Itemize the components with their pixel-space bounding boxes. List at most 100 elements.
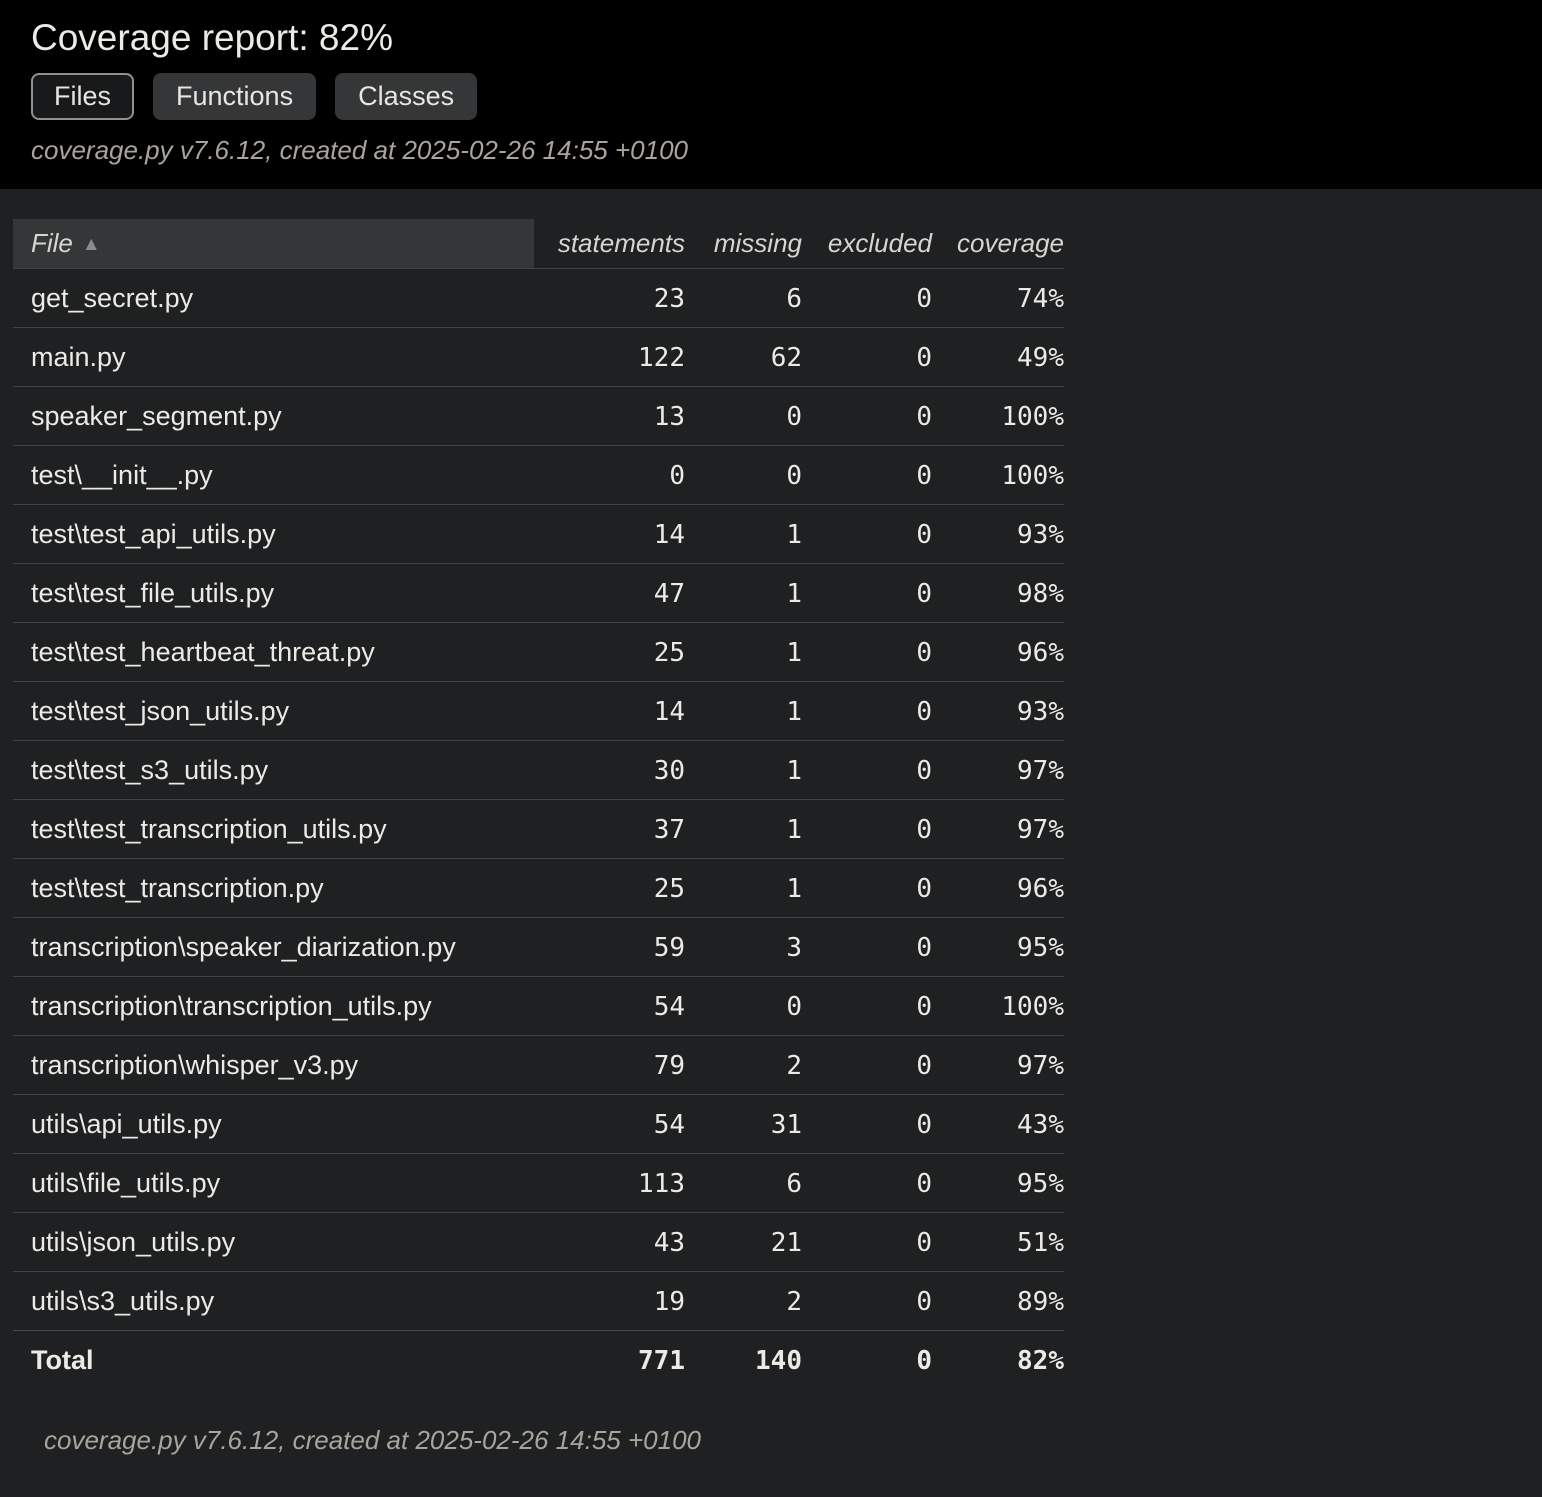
cell-file[interactable]: test\test_transcription_utils.py <box>13 799 534 859</box>
cell-excluded: 0 <box>802 1212 932 1272</box>
cell-file[interactable]: main.py <box>13 327 534 387</box>
total-excluded: 0 <box>802 1330 932 1389</box>
cell-missing: 31 <box>685 1094 802 1154</box>
column-header-file-label: File <box>31 228 73 258</box>
sort-ascending-icon: ▲ <box>81 234 101 255</box>
cell-coverage: 98% <box>932 563 1064 623</box>
page-header: Coverage report: 82% Files Functions Cla… <box>0 0 1542 189</box>
cell-statements: 14 <box>534 504 685 564</box>
cell-missing: 3 <box>685 917 802 977</box>
cell-excluded: 0 <box>802 268 932 328</box>
column-header-excluded[interactable]: excluded <box>827 228 932 258</box>
table-row: utils\api_utils.py 54 31 0 43% <box>13 1094 1064 1154</box>
cell-missing: 1 <box>685 622 802 682</box>
total-statements: 771 <box>534 1330 685 1389</box>
table-row: transcription\whisper_v3.py 79 2 0 97% <box>13 1035 1064 1095</box>
cell-missing: 21 <box>685 1212 802 1272</box>
cell-coverage: 100% <box>932 976 1064 1036</box>
cell-file[interactable]: utils\file_utils.py <box>13 1153 534 1213</box>
cell-file[interactable]: get_secret.py <box>13 268 534 328</box>
cell-missing: 1 <box>685 504 802 564</box>
cell-file[interactable]: test\test_s3_utils.py <box>13 740 534 800</box>
cell-excluded: 0 <box>802 1035 932 1095</box>
cell-statements: 19 <box>534 1271 685 1331</box>
cell-file[interactable]: utils\s3_utils.py <box>13 1271 534 1331</box>
cell-file[interactable]: test\test_json_utils.py <box>13 681 534 741</box>
table-row: utils\s3_utils.py 19 2 0 89% <box>13 1271 1064 1331</box>
table-row: test\test_transcription_utils.py 37 1 0 97% <box>13 799 1064 859</box>
cell-file[interactable]: test\__init__.py <box>13 445 534 505</box>
cell-excluded: 0 <box>802 740 932 800</box>
cell-coverage: 96% <box>932 622 1064 682</box>
cell-excluded: 0 <box>802 1153 932 1213</box>
cell-excluded: 0 <box>802 622 932 682</box>
cell-coverage: 51% <box>932 1212 1064 1272</box>
cell-statements: 0 <box>534 445 685 505</box>
table-row: test\test_api_utils.py 14 1 0 93% <box>13 504 1064 564</box>
cell-statements: 79 <box>534 1035 685 1095</box>
cell-missing: 0 <box>685 976 802 1036</box>
table-row: main.py 122 62 0 49% <box>13 327 1064 387</box>
table-row: test\test_json_utils.py 14 1 0 93% <box>13 681 1064 741</box>
cell-missing: 2 <box>685 1271 802 1331</box>
cell-file[interactable]: test\test_file_utils.py <box>13 563 534 623</box>
cell-file[interactable]: test\test_heartbeat_threat.py <box>13 622 534 682</box>
cell-missing: 1 <box>685 799 802 859</box>
cell-file[interactable]: utils\json_utils.py <box>13 1212 534 1272</box>
table-row: get_secret.py 23 6 0 74% <box>13 268 1064 328</box>
cell-statements: 47 <box>534 563 685 623</box>
classes-button[interactable]: Classes <box>335 73 478 120</box>
table-row: test\test_heartbeat_threat.py 25 1 0 96% <box>13 622 1064 682</box>
cell-statements: 113 <box>534 1153 685 1213</box>
cell-statements: 54 <box>534 976 685 1036</box>
cell-statements: 59 <box>534 917 685 977</box>
total-coverage: 82% <box>932 1330 1064 1389</box>
column-header-statements[interactable]: statements <box>557 228 685 258</box>
total-row: Total 771 140 0 82% <box>13 1330 1064 1389</box>
cell-file[interactable]: speaker_segment.py <box>13 386 534 446</box>
cell-statements: 37 <box>534 799 685 859</box>
footer-meta: coverage.py v7.6.12, created at 2025-02-… <box>44 1425 701 1455</box>
cell-file[interactable]: test\test_api_utils.py <box>13 504 534 564</box>
cell-coverage: 93% <box>932 504 1064 564</box>
table-header-row: File ▲ statements missing excluded covera… <box>13 219 1064 269</box>
cell-missing: 62 <box>685 327 802 387</box>
cell-statements: 25 <box>534 858 685 918</box>
cell-coverage: 74% <box>932 268 1064 328</box>
cell-file[interactable]: test\test_transcription.py <box>13 858 534 918</box>
total-label: Total <box>13 1330 534 1389</box>
report-content: File ▲ statements missing excluded covera… <box>0 189 1542 1497</box>
cell-missing: 1 <box>685 681 802 741</box>
cell-statements: 25 <box>534 622 685 682</box>
cell-excluded: 0 <box>802 858 932 918</box>
cell-coverage: 95% <box>932 917 1064 977</box>
cell-statements: 54 <box>534 1094 685 1154</box>
cell-file[interactable]: transcription\speaker_diarization.py <box>13 917 534 977</box>
total-missing: 140 <box>685 1330 802 1389</box>
functions-button[interactable]: Functions <box>153 73 317 120</box>
cell-excluded: 0 <box>802 563 932 623</box>
cell-coverage: 96% <box>932 858 1064 918</box>
cell-statements: 43 <box>534 1212 685 1272</box>
cell-coverage: 43% <box>932 1094 1064 1154</box>
cell-missing: 1 <box>685 858 802 918</box>
cell-statements: 122 <box>534 327 685 387</box>
cell-file[interactable]: utils\api_utils.py <box>13 1094 534 1154</box>
column-header-file[interactable]: File ▲ <box>13 219 534 269</box>
table-row: test\test_transcription.py 25 1 0 96% <box>13 858 1064 918</box>
cell-excluded: 0 <box>802 1271 932 1331</box>
cell-excluded: 0 <box>802 681 932 741</box>
column-header-coverage[interactable]: coverage <box>957 228 1064 258</box>
cell-missing: 2 <box>685 1035 802 1095</box>
cell-missing: 6 <box>685 1153 802 1213</box>
cell-missing: 1 <box>685 563 802 623</box>
table-row: transcription\speaker_diarization.py 59 3 0… <box>13 917 1064 977</box>
table-row: speaker_segment.py 13 0 0 100% <box>13 386 1064 446</box>
cell-file[interactable]: transcription\transcription_utils.py <box>13 976 534 1036</box>
cell-file[interactable]: transcription\whisper_v3.py <box>13 1035 534 1095</box>
cell-coverage: 100% <box>932 386 1064 446</box>
cell-statements: 23 <box>534 268 685 328</box>
files-button[interactable]: Files <box>31 73 135 120</box>
column-header-missing[interactable]: missing <box>713 228 802 258</box>
cell-excluded: 0 <box>802 327 932 387</box>
